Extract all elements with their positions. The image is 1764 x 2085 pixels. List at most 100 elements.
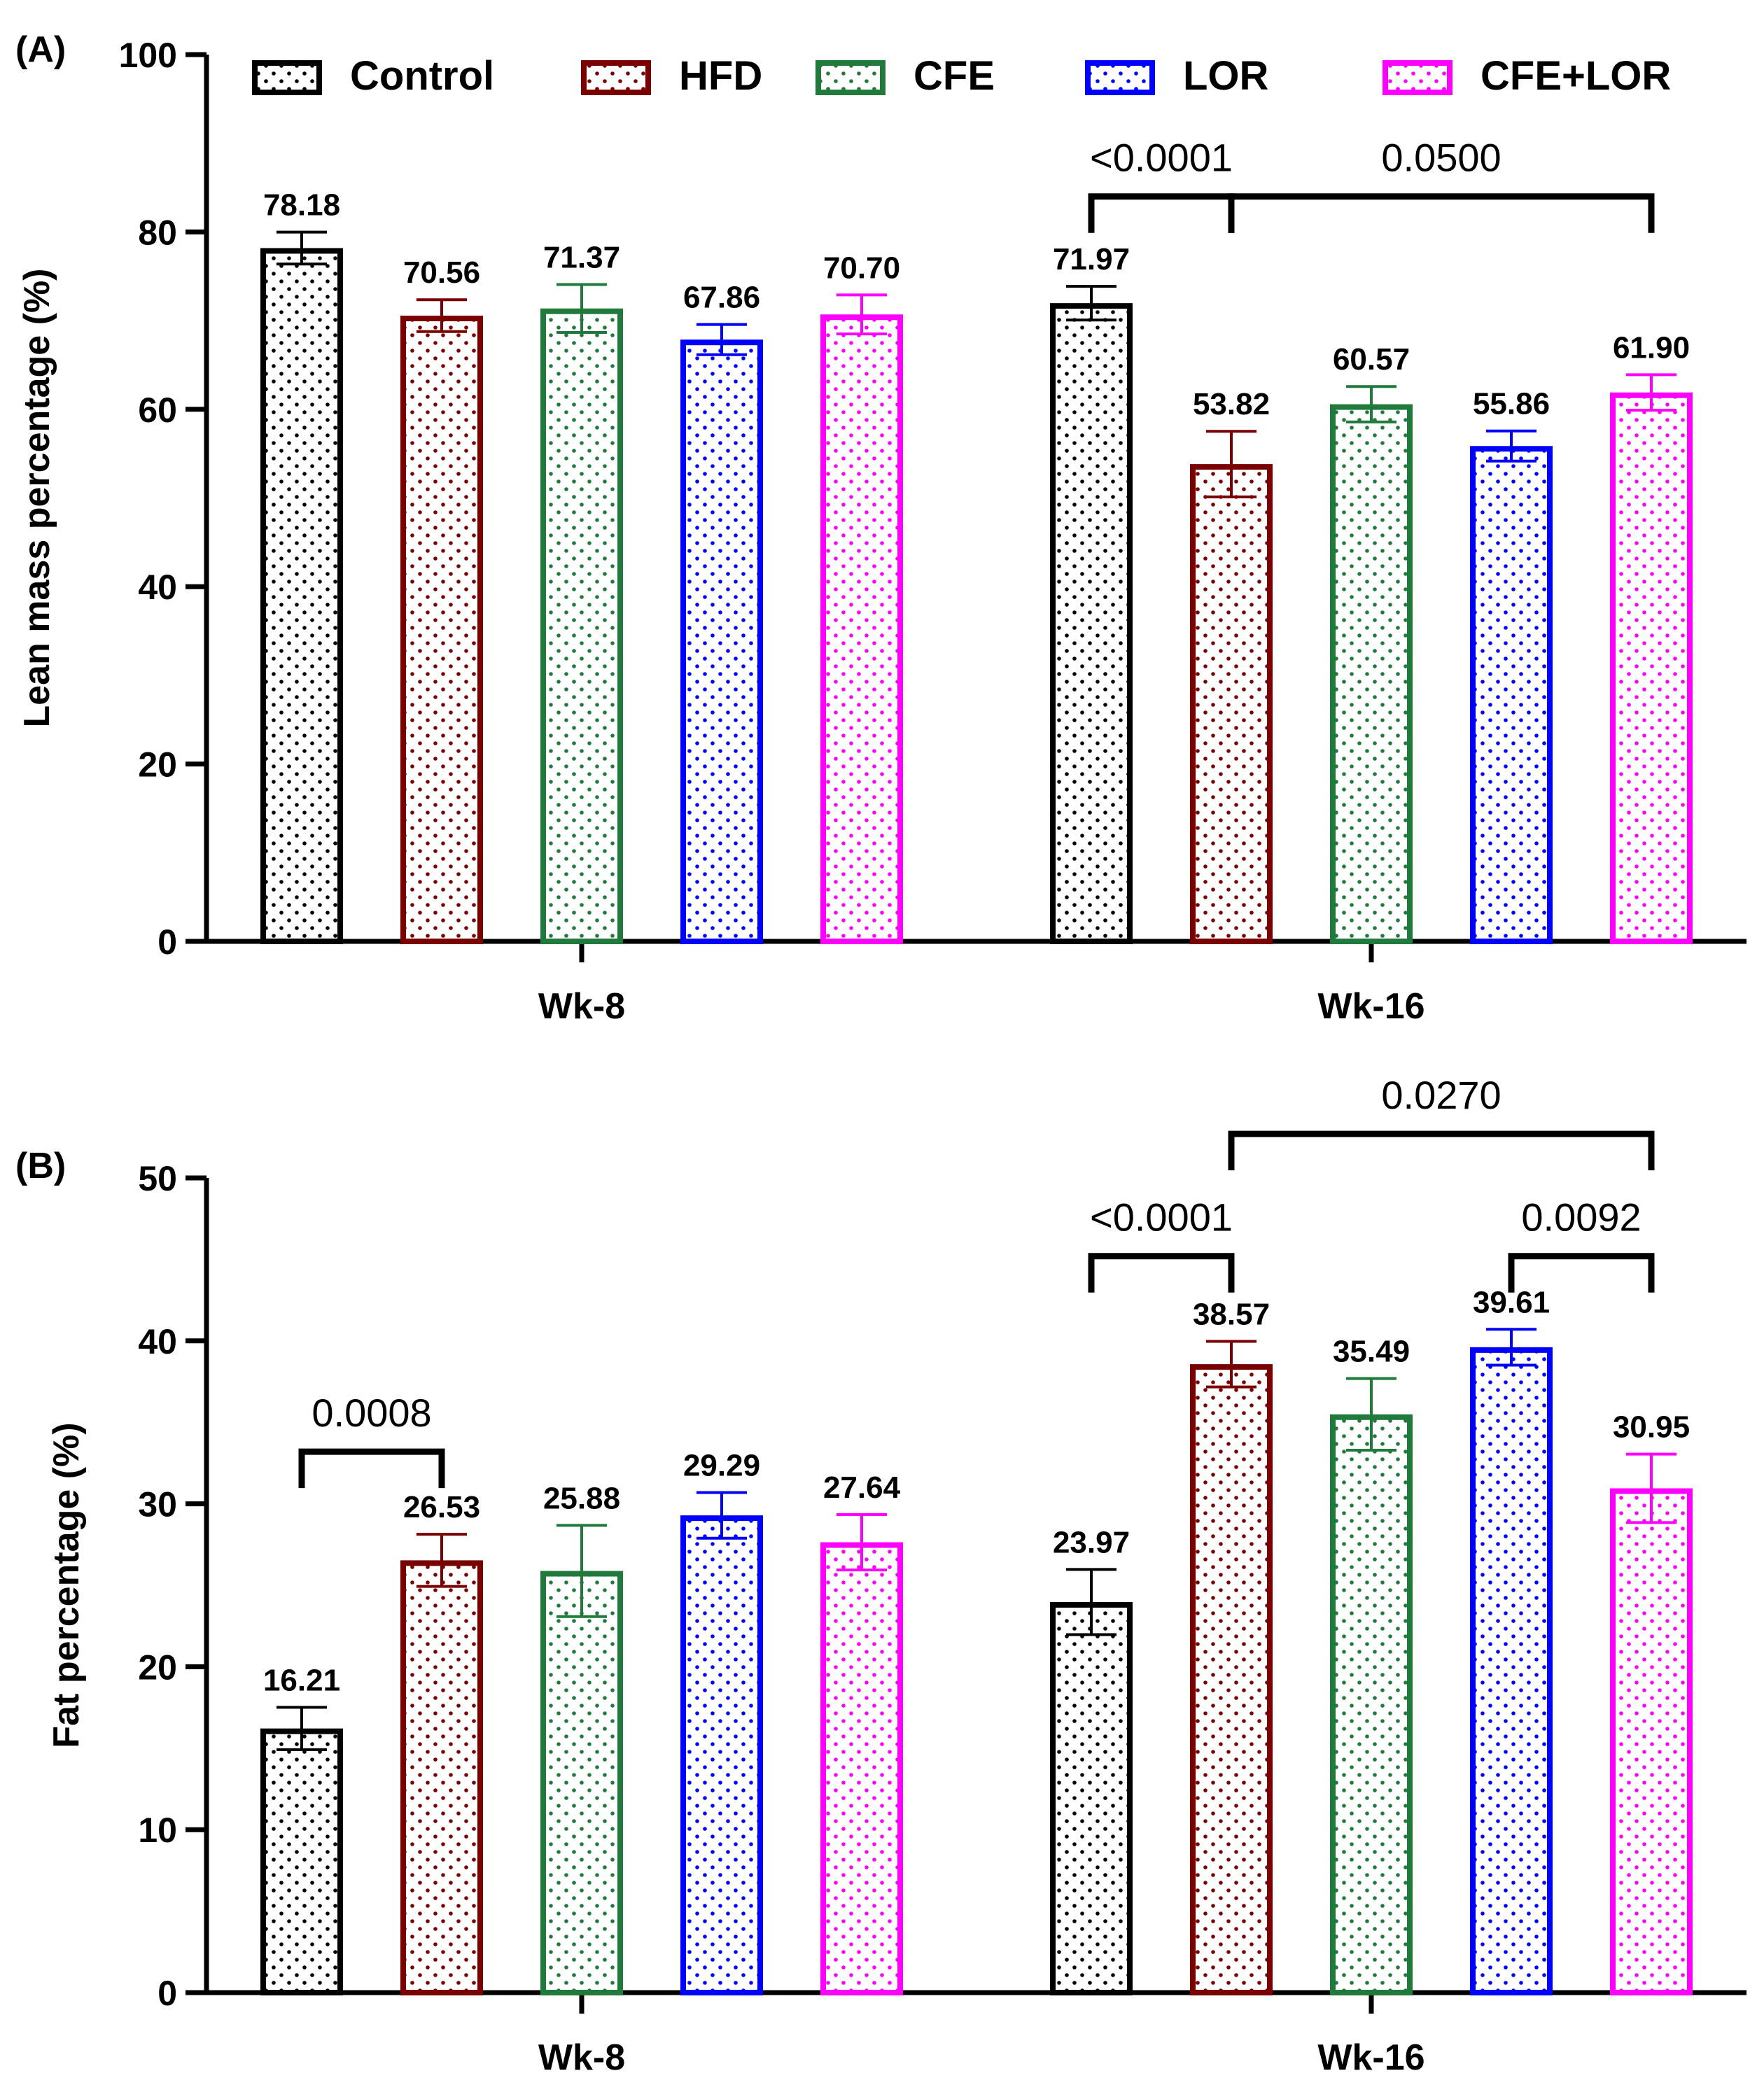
data-label-control-wk-8: 16.21	[263, 1663, 340, 1697]
p-value-label: <0.0001	[1090, 136, 1233, 180]
p-value-label: <0.0001	[1090, 1195, 1233, 1240]
bar-cfe-lor-wk-8	[820, 314, 903, 944]
error-bar-cfe-lor-wk-16	[1626, 1452, 1676, 1524]
x-tick-label-wk-8: Wk-8	[538, 986, 625, 1027]
data-label-hfd-wk-16: 38.57	[1193, 1297, 1270, 1331]
significance-bracket	[1088, 193, 1235, 233]
bar-cfe-wk-16	[1330, 1414, 1413, 1996]
bar-control-wk-8	[260, 248, 343, 944]
error-bar-cfe-wk-16	[1346, 1377, 1396, 1452]
bar-lor-wk-16	[1470, 1347, 1553, 1995]
data-label-control-wk-16: 23.97	[1053, 1525, 1130, 1559]
legend-item-lor: LOR	[1085, 53, 1268, 99]
data-label-cfe-lor-wk-16: 30.95	[1613, 1410, 1690, 1445]
p-value-label: 0.0270	[1381, 1073, 1501, 1117]
data-label-cfe-lor-wk-8: 70.70	[823, 251, 900, 285]
bar-hfd-wk-8	[400, 1560, 483, 1995]
y-tick-label: 20	[138, 745, 177, 785]
error-bar-lor-wk-16	[1486, 1328, 1536, 1367]
error-bar-control-wk-8	[276, 230, 327, 266]
y-tick-label: 40	[138, 1322, 177, 1361]
error-bar-hfd-wk-8	[416, 298, 467, 333]
y-tick-label: 60	[138, 391, 177, 430]
y-tick-label: 10	[138, 1811, 177, 1850]
bar-control-wk-8	[260, 1728, 343, 1995]
bar-hfd-wk-16	[1190, 1364, 1273, 1996]
error-bar-lor-wk-16	[1486, 429, 1536, 463]
chart-panel-b: (B) Fat percentage (%) 0 10 20 30 40 50 Wk-8 16.2…	[15, 1073, 1746, 2078]
significance-bracket	[1088, 1253, 1235, 1293]
legend-item-cfe-lor: CFE+LOR	[1382, 53, 1671, 99]
error-bar-hfd-wk-16	[1206, 430, 1256, 498]
p-value-label: 0.0008	[312, 1391, 431, 1435]
significance-bracket	[1228, 193, 1655, 233]
legend-label-hfd: HFD	[679, 53, 762, 99]
significance-bracket	[1228, 1130, 1655, 1171]
bar-lor-wk-8	[680, 1515, 763, 1996]
x-tick-label-wk-8: Wk-8	[538, 2037, 625, 2078]
panel-label: (A)	[15, 29, 66, 70]
error-bar-cfe-wk-8	[556, 1524, 607, 1618]
data-label-cfe-wk-16: 60.57	[1333, 342, 1410, 377]
error-bar-cfe-lor-wk-8	[836, 293, 887, 336]
error-bar-lor-wk-8	[696, 323, 747, 356]
p-value-label: 0.0500	[1381, 136, 1501, 180]
data-label-control-wk-8: 78.18	[263, 188, 340, 223]
bar-cfe-wk-8	[540, 308, 623, 944]
x-tick-label-wk-16: Wk-16	[1317, 2037, 1424, 2078]
legend-swatch-cfe-lor	[1382, 60, 1452, 95]
data-label-cfe-lor-wk-16: 61.90	[1613, 330, 1690, 365]
legend-label-cfe-lor: CFE+LOR	[1480, 53, 1671, 99]
bar-cfe-lor-wk-16	[1610, 1488, 1693, 1995]
y-axis-label: Fat percentage (%)	[46, 1422, 87, 1748]
error-bar-cfe-lor-wk-16	[1626, 373, 1676, 412]
y-tick-label: 80	[138, 213, 177, 252]
y-axis-label: Lean mass percentage (%)	[17, 268, 57, 727]
bar-hfd-wk-16	[1190, 464, 1273, 944]
legend-item-cfe: CFE	[816, 53, 995, 99]
y-tick-label: 0	[158, 1974, 177, 2013]
y-tick-label: 30	[138, 1485, 177, 1524]
significance-bracket	[1508, 1253, 1655, 1293]
data-label-cfe-wk-8: 25.88	[543, 1481, 620, 1515]
y-tick-label: 20	[138, 1648, 177, 1687]
legend-item-hfd: HFD	[581, 53, 762, 99]
p-value-label: 0.0092	[1521, 1195, 1641, 1240]
data-label-hfd-wk-16: 53.82	[1193, 387, 1270, 421]
y-tick-label: 50	[138, 1159, 177, 1198]
error-bar-cfe-lor-wk-8	[836, 1512, 887, 1572]
bar-control-wk-16	[1050, 1601, 1133, 1996]
data-label-cfe-wk-16: 35.49	[1333, 1335, 1410, 1369]
bar-cfe-wk-8	[540, 1571, 623, 1996]
error-bar-hfd-wk-16	[1206, 1340, 1256, 1389]
bar-cfe-wk-16	[1330, 404, 1413, 944]
data-label-cfe-lor-wk-8: 27.64	[823, 1470, 901, 1505]
data-label-lor-wk-8: 29.29	[683, 1449, 760, 1483]
data-label-cfe-wk-8: 71.37	[543, 241, 620, 275]
error-bar-control-wk-16	[1066, 1568, 1116, 1636]
y-tick-label: 0	[158, 922, 177, 962]
legend-swatch-cfe	[816, 60, 886, 95]
legend-label-cfe: CFE	[913, 53, 995, 99]
legend: Control HFD CFE LOR CFE+LOR	[252, 53, 1671, 99]
data-label-lor-wk-16: 55.86	[1473, 387, 1550, 421]
significance-bracket	[298, 1448, 445, 1489]
error-bar-hfd-wk-8	[416, 1533, 467, 1588]
legend-swatch-lor	[1085, 60, 1155, 95]
bar-lor-wk-8	[680, 339, 763, 944]
legend-item-control: Control	[252, 53, 494, 99]
bar-control-wk-16	[1050, 303, 1133, 945]
data-label-control-wk-16: 71.97	[1053, 242, 1130, 276]
error-bar-control-wk-16	[1066, 285, 1116, 322]
bar-cfe-lor-wk-8	[820, 1542, 903, 1995]
bar-lor-wk-16	[1470, 446, 1553, 944]
y-tick-label: 100	[119, 36, 177, 75]
error-bar-cfe-wk-8	[556, 283, 607, 334]
y-tick-label: 40	[138, 568, 177, 607]
error-bar-cfe-wk-16	[1346, 385, 1396, 423]
bar-cfe-lor-wk-16	[1610, 392, 1693, 944]
chart-panel-a: (A) Lean mass percentage (%) 0 20 40 60 80 100 W…	[15, 29, 1746, 1027]
legend-swatch-control	[252, 60, 322, 95]
error-bar-lor-wk-8	[696, 1491, 747, 1540]
